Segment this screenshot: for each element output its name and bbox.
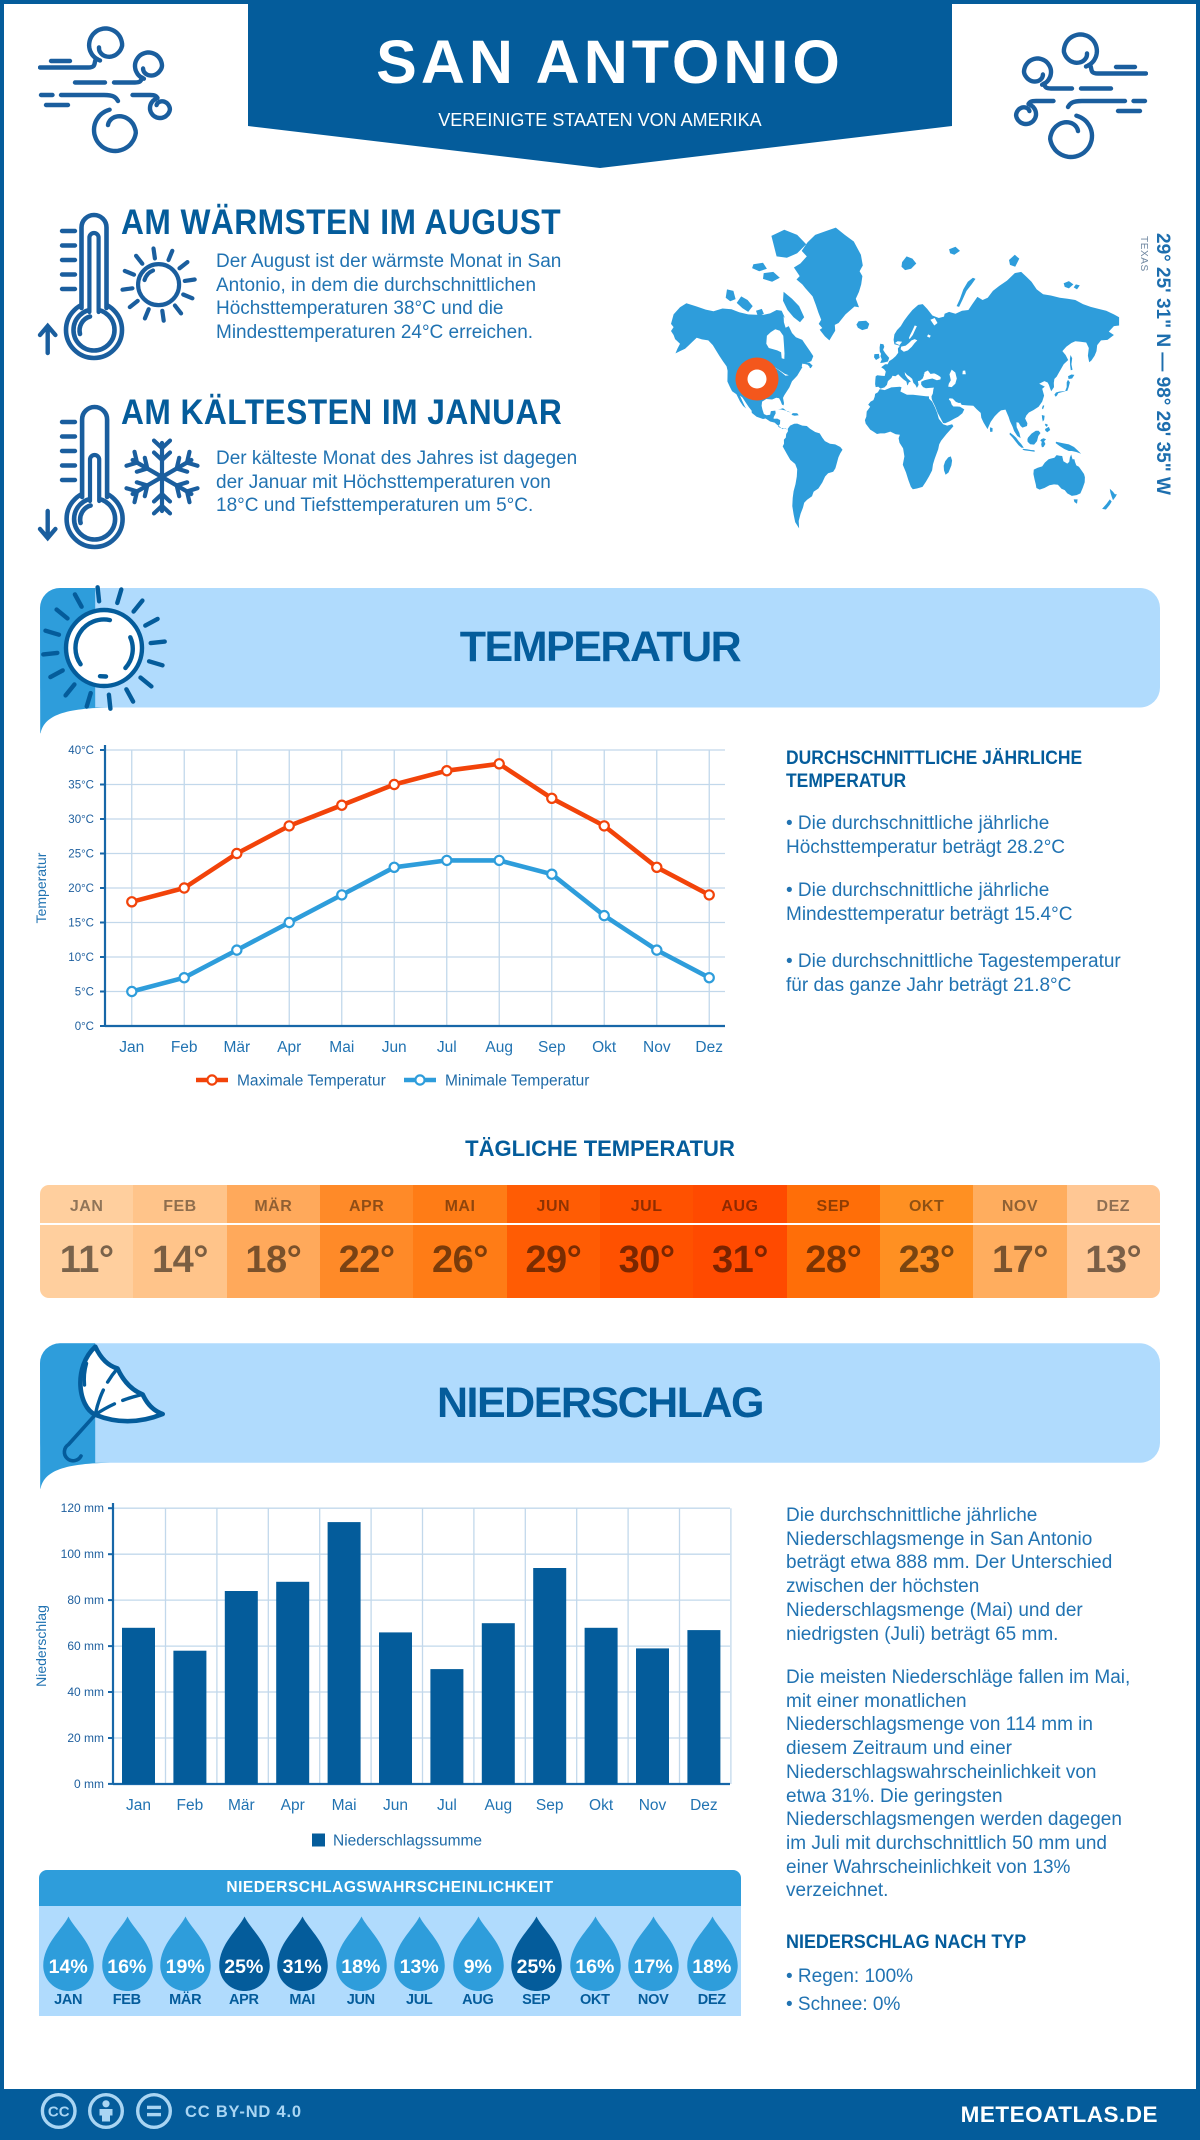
svg-text:Mär: Mär: [223, 1039, 250, 1056]
svg-text:METEOATLAS.DE: METEOATLAS.DE: [961, 2102, 1158, 2127]
svg-text:25°C: 25°C: [68, 849, 94, 861]
svg-text:Niederschlagssumme: Niederschlagssumme: [333, 1833, 482, 1850]
svg-text:Maximale Temperatur: Maximale Temperatur: [237, 1073, 386, 1090]
svg-text:Okt: Okt: [589, 1797, 614, 1814]
svg-text:Okt: Okt: [592, 1039, 617, 1056]
svg-text:Jan: Jan: [126, 1797, 151, 1814]
svg-text:15°C: 15°C: [68, 918, 94, 930]
svg-text:Mär: Mär: [228, 1797, 255, 1814]
svg-text:CC: CC: [48, 2104, 70, 2121]
svg-text:Sep: Sep: [538, 1039, 566, 1056]
svg-text:Feb: Feb: [177, 1797, 204, 1814]
svg-text:0°C: 0°C: [75, 1021, 94, 1033]
svg-text:5°C: 5°C: [75, 987, 94, 999]
svg-text:Aug: Aug: [485, 1039, 513, 1056]
svg-text:Jul: Jul: [437, 1797, 457, 1814]
svg-text:Mai: Mai: [329, 1039, 354, 1056]
svg-text:Minimale Temperatur: Minimale Temperatur: [445, 1073, 589, 1090]
svg-text:Sep: Sep: [536, 1797, 564, 1814]
svg-text:Niederschlag: Niederschlag: [33, 1605, 49, 1687]
svg-text:Nov: Nov: [643, 1039, 671, 1056]
svg-text:CC BY-ND 4.0: CC BY-ND 4.0: [185, 2103, 302, 2121]
svg-text:60 mm: 60 mm: [67, 1639, 104, 1653]
svg-text:40 mm: 40 mm: [67, 1685, 104, 1699]
svg-text:30°C: 30°C: [68, 814, 94, 826]
svg-text:Temperatur: Temperatur: [33, 852, 49, 923]
svg-text:Jun: Jun: [383, 1797, 408, 1814]
svg-text:80 mm: 80 mm: [67, 1593, 104, 1607]
svg-text:0 mm: 0 mm: [74, 1777, 104, 1791]
svg-text:20 mm: 20 mm: [67, 1731, 104, 1745]
svg-text:100 mm: 100 mm: [61, 1547, 104, 1561]
svg-text:Apr: Apr: [281, 1797, 305, 1814]
svg-text:Nov: Nov: [639, 1797, 667, 1814]
svg-text:Dez: Dez: [695, 1039, 723, 1056]
svg-text:Dez: Dez: [690, 1797, 718, 1814]
svg-text:40°C: 40°C: [68, 745, 94, 757]
svg-text:Feb: Feb: [171, 1039, 198, 1056]
svg-text:20°C: 20°C: [68, 883, 94, 895]
svg-text:Jan: Jan: [119, 1039, 144, 1056]
svg-text:120 mm: 120 mm: [61, 1501, 104, 1515]
svg-text:Aug: Aug: [485, 1797, 513, 1814]
svg-text:Mai: Mai: [332, 1797, 357, 1814]
svg-text:10°C: 10°C: [68, 952, 94, 964]
svg-text:35°C: 35°C: [68, 780, 94, 792]
svg-text:Jul: Jul: [437, 1039, 457, 1056]
svg-text:Apr: Apr: [277, 1039, 301, 1056]
svg-text:Jun: Jun: [382, 1039, 407, 1056]
